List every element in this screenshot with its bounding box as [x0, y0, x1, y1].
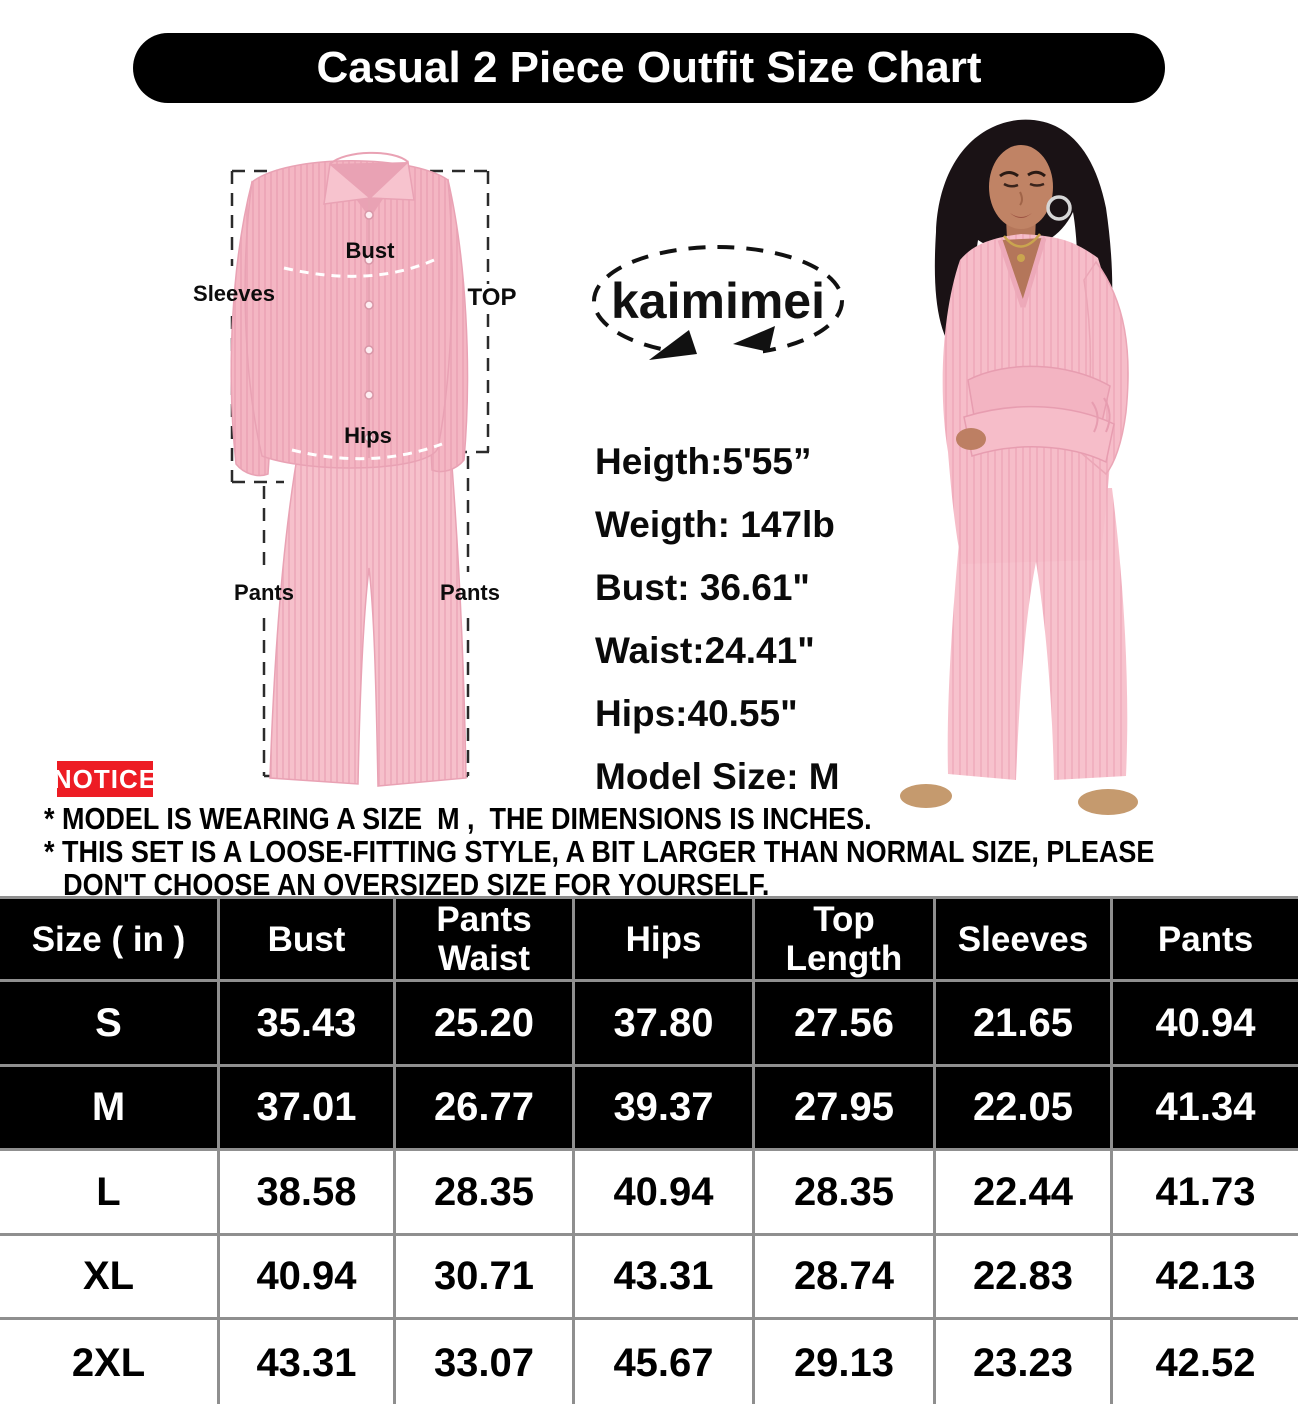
- hoop-earring: [1046, 195, 1072, 221]
- shirt-right-lapel: [368, 160, 415, 201]
- scrunched-cuff: [1091, 397, 1111, 433]
- hips-measure-line: [291, 442, 443, 461]
- table-cell: 22.44: [936, 1151, 1113, 1236]
- left-sandal: [900, 784, 952, 808]
- title-banner: Casual 2 Piece Outfit Size Chart: [133, 33, 1165, 103]
- brand-logo: kaimimei: [592, 245, 844, 373]
- table-cell: 28.74: [755, 1236, 936, 1320]
- table-cell: 27.95: [755, 1067, 936, 1151]
- bust-measure-line: [283, 258, 435, 278]
- table-cell: 45.67: [575, 1320, 755, 1404]
- table-cell: 42.13: [1113, 1236, 1298, 1320]
- col-header-bust: Bust: [220, 899, 396, 982]
- col-header-pants: Pants: [1113, 899, 1298, 982]
- table-cell: 41.34: [1113, 1067, 1298, 1151]
- shirt-left-lapel: [323, 162, 372, 205]
- stat-hips: Hips:40.55": [595, 693, 798, 734]
- col-header-sleeves: Sleeves: [936, 899, 1113, 982]
- table-row-2xl-size: 2XL: [0, 1320, 220, 1404]
- table-cell: 39.37: [575, 1067, 755, 1151]
- notice-badge: NOTICE: [53, 761, 156, 797]
- col-header-hips: Hips: [575, 899, 755, 982]
- notice-badge-label: NOTICE: [52, 763, 158, 794]
- col-header-pants-waist: Pants Waist: [396, 899, 575, 982]
- shirt-neckline: [330, 162, 408, 218]
- table-cell: 29.13: [755, 1320, 936, 1404]
- notice-text: * MODEL IS WEARING A SIZE M , THE DIMENS…: [44, 802, 1298, 901]
- table-row-xl-size: XL: [0, 1236, 220, 1320]
- model-face: [989, 145, 1053, 229]
- table-cell: 41.73: [1113, 1151, 1298, 1236]
- bust-label: Bust: [346, 238, 396, 263]
- table-cell: 27.56: [755, 982, 936, 1067]
- hips-label: Hips: [344, 423, 392, 448]
- stat-height: Heigth:5'55”: [595, 441, 812, 482]
- table-cell: 40.94: [575, 1151, 755, 1236]
- sleeves-label: Sleeves: [193, 281, 275, 306]
- table-row-m-size: M: [0, 1067, 220, 1151]
- table-cell: 43.31: [575, 1236, 755, 1320]
- table-row-l-size: L: [0, 1151, 220, 1236]
- stat-model-size: Model Size: M: [595, 756, 840, 797]
- model-stats: Heigth:5'55” Weigth: 147lb Bust: 36.61" …: [595, 430, 840, 808]
- model-lips: [1010, 213, 1032, 218]
- col-header-top-length: Top Length: [755, 899, 936, 982]
- logo-left-arrow-icon: [649, 330, 697, 360]
- notice-line-2: * THIS SET IS A LOOSE-FITTING STYLE, A B…: [44, 834, 1155, 869]
- table-cell: 28.35: [396, 1151, 575, 1236]
- pants-illustration: [269, 439, 467, 787]
- notice-line-3: DON'T CHOOSE AN OVERSIZED SIZE FOR YOURS…: [63, 867, 770, 902]
- page-title: Casual 2 Piece Outfit Size Chart: [316, 43, 982, 92]
- col-header-size: Size ( in ): [0, 899, 220, 982]
- right-sandal: [1078, 789, 1138, 815]
- table-cell: 35.43: [220, 982, 396, 1067]
- table-cell: 28.35: [755, 1151, 936, 1236]
- table-cell: 33.07: [396, 1320, 575, 1404]
- table-cell: 30.71: [396, 1236, 575, 1320]
- table-cell: 38.58: [220, 1151, 396, 1236]
- stat-waist: Waist:24.41": [595, 630, 815, 671]
- table-cell: 26.77: [396, 1067, 575, 1151]
- size-chart-table: Size ( in ) Bust Pants Waist Hips Top Leng…: [0, 896, 1298, 1404]
- notice-line-1: * MODEL IS WEARING A SIZE M , THE DIMENS…: [44, 801, 872, 836]
- table-cell: 42.52: [1113, 1320, 1298, 1404]
- shirt-buttons: [364, 210, 374, 443]
- garment-measurement-diagram: Bust Sleeves TOP Hips Pants Pants: [193, 151, 517, 787]
- table-cell: 22.83: [936, 1236, 1113, 1320]
- model-photo-illustration: [900, 119, 1138, 815]
- table-cell: 37.80: [575, 982, 755, 1067]
- table-row-s-size: S: [0, 982, 220, 1067]
- table-cell: 37.01: [220, 1067, 396, 1151]
- brand-name: kaimimei: [611, 273, 825, 329]
- top-label: TOP: [468, 284, 517, 311]
- table-cell: 21.65: [936, 982, 1113, 1067]
- table-cell: 40.94: [1113, 982, 1298, 1067]
- shirt-illustration: [244, 160, 453, 469]
- model-crossed-arm-lower: [963, 405, 1115, 464]
- model-hand: [956, 428, 986, 450]
- necklace: [1003, 233, 1041, 248]
- pants-right-label: Pants: [440, 580, 500, 605]
- stat-bust: Bust: 36.61": [595, 567, 810, 608]
- table-cell: 40.94: [220, 1236, 396, 1320]
- model-vneck: [1000, 238, 1044, 307]
- table-cell: 23.23: [936, 1320, 1113, 1404]
- pants-left-label: Pants: [234, 580, 294, 605]
- table-cell: 25.20: [396, 982, 575, 1067]
- logo-right-arrow-icon: [733, 326, 775, 352]
- stat-weight: Weigth: 147lb: [595, 504, 835, 545]
- table-cell: 22.05: [936, 1067, 1113, 1151]
- table-cell: 43.31: [220, 1320, 396, 1404]
